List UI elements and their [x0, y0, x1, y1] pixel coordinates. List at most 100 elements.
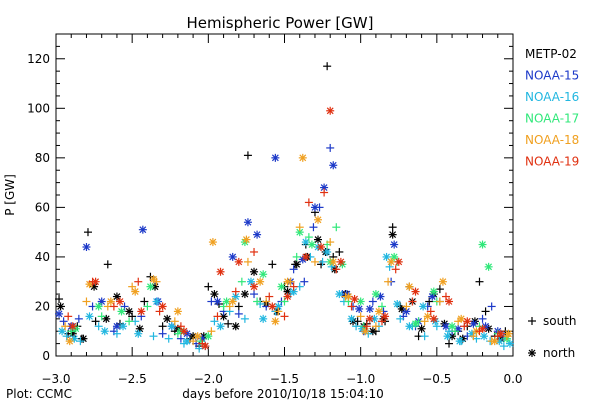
series-legend: METP-02 NOAA-15 NOAA-16 NOAA-17 NOAA-18 NOAA-…	[525, 47, 579, 169]
north-point	[394, 257, 403, 266]
south-point	[304, 198, 313, 207]
north-point	[335, 290, 344, 299]
legend-plus-symbol	[528, 317, 536, 325]
north-point	[405, 322, 414, 331]
north-point	[314, 235, 323, 244]
legend-south-label: south	[543, 314, 577, 328]
south-point	[94, 322, 103, 331]
north-point	[253, 230, 262, 239]
south-point	[326, 238, 335, 247]
north-point	[152, 297, 161, 306]
x-tick-label: −3.0	[41, 372, 70, 386]
south-point	[435, 285, 444, 294]
north-point	[326, 106, 335, 115]
south-point	[97, 312, 106, 321]
north-point	[411, 287, 420, 296]
axis-tick-labels: −3.0 −2.5 −2.0 −1.5 −1.0 −0.5 0.0 0 20 40 60 80 100 1…	[27, 52, 522, 386]
south-point	[310, 257, 319, 266]
north-point	[65, 337, 74, 346]
north-point	[179, 327, 188, 336]
north-point	[228, 252, 237, 261]
north-point	[250, 267, 259, 276]
north-point	[292, 260, 301, 269]
north-point	[323, 247, 332, 256]
south-point	[280, 312, 289, 321]
south-point	[134, 277, 143, 286]
north-point	[204, 332, 213, 341]
north-point	[347, 314, 356, 323]
south-point	[109, 302, 118, 311]
south-point	[262, 297, 271, 306]
north-point	[216, 322, 225, 331]
south-point	[125, 317, 134, 326]
south-point	[61, 322, 70, 331]
south-point	[250, 290, 259, 299]
north-point	[405, 282, 414, 291]
south-point	[426, 307, 435, 316]
chart-title: Hemispheric Power [GW]	[187, 14, 374, 32]
south-point	[499, 342, 508, 351]
south-point	[362, 322, 371, 331]
south-point	[76, 337, 85, 346]
y-tick-label: 0	[42, 349, 50, 363]
south-point	[396, 314, 405, 323]
north-point	[289, 287, 298, 296]
north-point	[246, 277, 255, 286]
north-point	[448, 322, 457, 331]
south-point	[234, 302, 243, 311]
north-point	[463, 317, 472, 326]
north-point	[371, 290, 380, 299]
north-point	[256, 277, 265, 286]
south-point	[347, 302, 356, 311]
south-point	[189, 337, 198, 346]
north-point	[115, 297, 124, 306]
south-point	[391, 265, 400, 274]
south-point	[112, 329, 121, 338]
north-point	[429, 287, 438, 296]
north-point	[317, 243, 326, 252]
south-point	[332, 223, 341, 232]
north-point	[271, 153, 280, 162]
north-point	[438, 277, 447, 286]
south-point	[253, 297, 262, 306]
north-point	[213, 297, 222, 306]
south-point	[320, 188, 329, 197]
south-point	[164, 334, 173, 343]
south-point	[83, 228, 92, 237]
south-point	[295, 223, 304, 232]
north-point	[301, 252, 310, 261]
north-point	[250, 282, 259, 291]
north-point	[480, 332, 489, 341]
hemisphere-legend: south north	[528, 314, 577, 360]
north-point	[423, 312, 432, 321]
north-point	[381, 312, 390, 321]
north-point	[271, 317, 280, 326]
south-point	[475, 277, 484, 286]
south-point	[207, 327, 216, 336]
y-tick-label: 40	[35, 250, 50, 264]
plot-credit: Plot: CCMC	[6, 387, 72, 400]
north-point	[365, 314, 374, 323]
north-point	[457, 314, 466, 323]
south-point	[323, 62, 332, 71]
north-point	[56, 302, 65, 311]
north-point	[228, 297, 237, 306]
south-point	[326, 143, 335, 152]
legend-entry: NOAA-19	[525, 155, 579, 169]
south-point	[487, 302, 496, 311]
north-point	[94, 302, 103, 311]
legend-entry: NOAA-16	[525, 90, 579, 104]
south-point	[292, 252, 301, 261]
south-point	[402, 302, 411, 311]
north-point	[193, 332, 202, 341]
north-point	[455, 337, 464, 346]
y-tick-label: 100	[27, 101, 50, 115]
x-axis-label: days before 2010/10/18 15:04:10	[182, 387, 383, 400]
south-point	[289, 265, 298, 274]
south-point	[143, 302, 152, 311]
north-point	[484, 262, 493, 271]
south-point	[352, 322, 361, 331]
north-point	[91, 277, 100, 286]
north-point	[283, 277, 292, 286]
north-point	[361, 327, 370, 336]
